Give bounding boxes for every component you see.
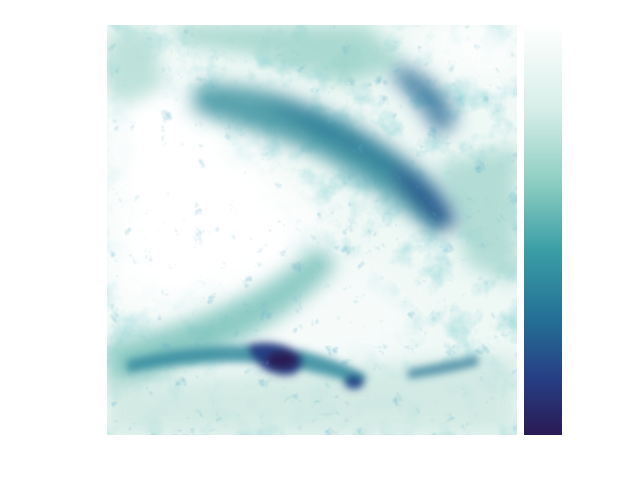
density-field-image	[107, 25, 517, 435]
colorbar	[524, 25, 562, 435]
density-field-svg	[107, 25, 517, 435]
colorbar-gradient	[524, 25, 562, 435]
